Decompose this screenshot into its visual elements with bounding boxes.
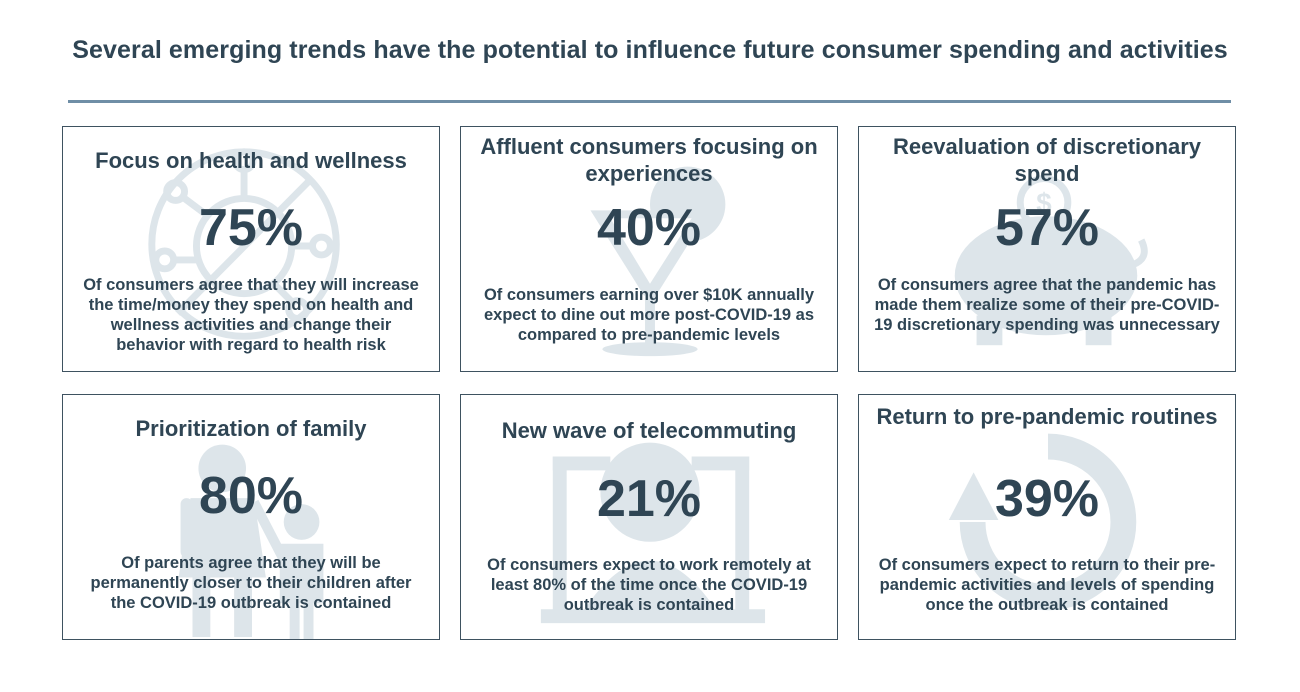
card-description: Of consumers agree that the pandemic has… (874, 276, 1220, 334)
trend-card-experiences: Affluent consumers focusing on experienc… (460, 126, 838, 372)
card-percent: 75% (198, 199, 304, 257)
card-percent: 57% (994, 199, 1100, 257)
piggy-bank-icon: $ (954, 175, 1148, 346)
card-heading: Reevaluation of discretionary spend (892, 134, 1202, 186)
page-title: Several emerging trends have the potenti… (72, 36, 1228, 64)
title-divider (68, 100, 1231, 103)
svg-text:$: $ (1036, 187, 1052, 218)
circular-arrow-icon (948, 433, 1137, 611)
card-heading: Return to pre-pandemic routines (876, 404, 1218, 429)
card-heading: New wave of telecommuting (501, 418, 797, 443)
card-percent: 40% (596, 199, 702, 257)
trend-card-telecommuting: New wave of telecommuting 21% Of consume… (460, 394, 838, 640)
card-heading: Affluent consumers focusing on experienc… (480, 134, 818, 186)
trend-card-family: Prioritization of family 80% Of parents … (62, 394, 440, 640)
trend-card-routines: Return to pre-pandemic routines 39% Of c… (858, 394, 1236, 640)
card-description: Of parents agree that they will be perma… (90, 554, 412, 612)
card-description: Of consumers agree that they will increa… (83, 276, 419, 354)
card-heading: Prioritization of family (135, 416, 367, 441)
card-percent: 80% (198, 467, 304, 525)
card-description: Of consumers expect to return to their p… (878, 556, 1216, 614)
parent-child-icon (178, 444, 324, 639)
card-description: Of consumers earning over $10K annually … (483, 286, 815, 344)
cocktail-icon (590, 166, 726, 357)
remote-worker-icon (540, 442, 766, 624)
card-percent: 21% (596, 470, 702, 528)
card-heading: Focus on health and wellness (95, 148, 407, 173)
virus-icon (148, 148, 340, 340)
card-percent: 39% (994, 470, 1100, 528)
trend-card-health: Focus on health and wellness 75% Of cons… (62, 126, 440, 372)
card-description: Of consumers expect to work remotely at … (487, 556, 811, 614)
trend-card-discretionary: $ Reevaluation of discretionary spend 57… (858, 126, 1236, 372)
